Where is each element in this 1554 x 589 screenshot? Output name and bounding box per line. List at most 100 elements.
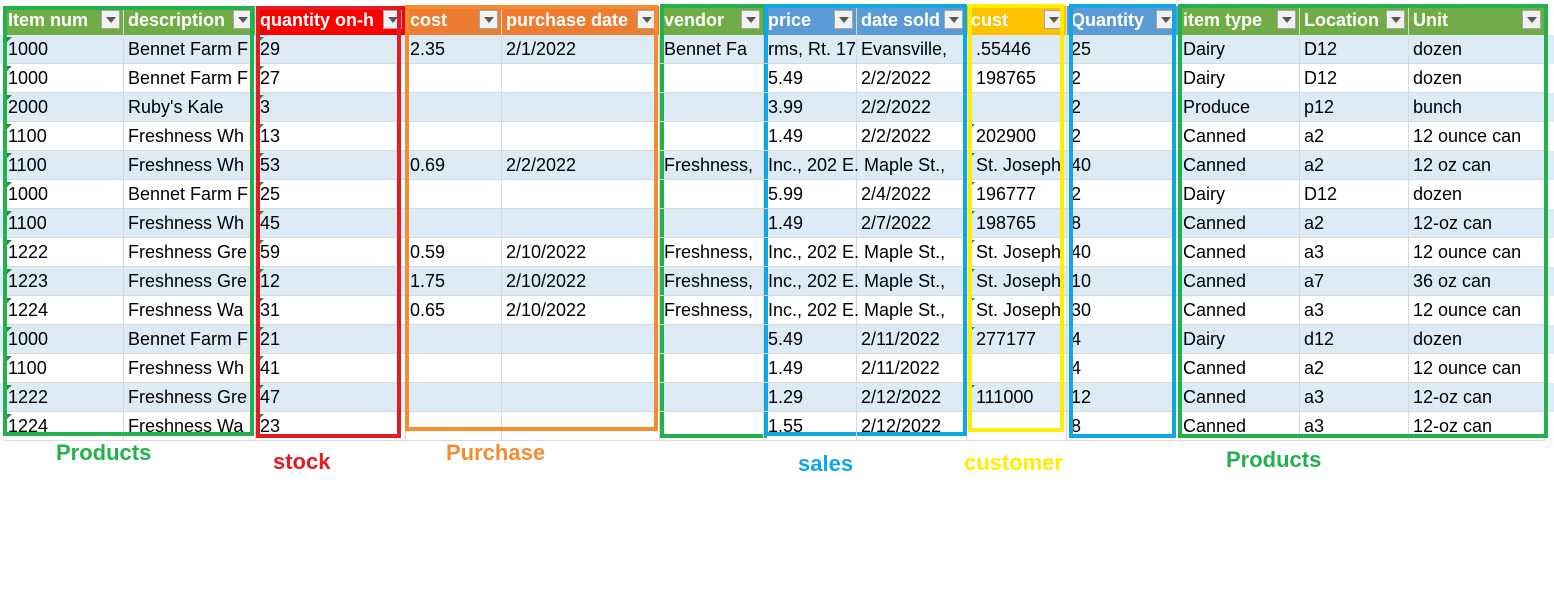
cell-price[interactable]: 5.99 — [764, 180, 857, 209]
cell-pdate[interactable]: 2/10/2022 — [502, 296, 660, 325]
cell-item[interactable]: 1000 — [4, 325, 124, 354]
cell-cust[interactable]: St. Joseph — [967, 151, 1067, 180]
cell-cost[interactable] — [406, 412, 502, 441]
filter-dropdown-icon[interactable] — [479, 10, 498, 29]
cell-qoh[interactable]: 59 — [256, 238, 406, 267]
header-item-type[interactable]: item type — [1179, 6, 1300, 35]
cell-pdate[interactable] — [502, 412, 660, 441]
cell-item[interactable]: 1000 — [4, 64, 124, 93]
header-description[interactable]: description — [124, 6, 256, 35]
cell-type[interactable]: Canned — [1179, 296, 1300, 325]
cell-qty[interactable]: 8 — [1067, 412, 1179, 441]
cell-cust[interactable]: .55446 — [967, 35, 1067, 64]
cell-price[interactable]: 5.49 — [764, 64, 857, 93]
cell-type[interactable]: Canned — [1179, 122, 1300, 151]
cell-cost[interactable] — [406, 180, 502, 209]
cell-unit[interactable]: 12 ounce can — [1409, 122, 1545, 151]
cell-cost[interactable]: 2.35 — [406, 35, 502, 64]
cell-desc[interactable]: Bennet Farm F — [124, 325, 256, 354]
cell-type[interactable]: Dairy — [1179, 180, 1300, 209]
cell-cust[interactable] — [967, 412, 1067, 441]
cell-qoh[interactable]: 41 — [256, 354, 406, 383]
cell-vendor[interactable] — [660, 383, 764, 412]
cell-loc[interactable]: D12 — [1300, 64, 1409, 93]
cell-qty[interactable]: 4 — [1067, 325, 1179, 354]
cell-pdate[interactable]: 2/2/2022 — [502, 151, 660, 180]
cell-qoh[interactable]: 13 — [256, 122, 406, 151]
cell-loc[interactable]: D12 — [1300, 180, 1409, 209]
cell-type[interactable]: Canned — [1179, 151, 1300, 180]
cell-type[interactable]: Dairy — [1179, 35, 1300, 64]
header-price[interactable]: price — [764, 6, 857, 35]
cell-unit[interactable]: 12 ounce can — [1409, 296, 1545, 325]
cell-desc[interactable]: Freshness Wh — [124, 151, 256, 180]
filter-dropdown-icon[interactable] — [637, 10, 656, 29]
cell-desc[interactable]: Freshness Wh — [124, 122, 256, 151]
cell-item[interactable]: 1100 — [4, 151, 124, 180]
cell-loc[interactable]: a2 — [1300, 354, 1409, 383]
cell-qty[interactable]: 2 — [1067, 122, 1179, 151]
cell-loc[interactable]: p12 — [1300, 93, 1409, 122]
cell-loc[interactable]: D12 — [1300, 35, 1409, 64]
cell-type[interactable]: Dairy — [1179, 325, 1300, 354]
cell-qoh[interactable]: 23 — [256, 412, 406, 441]
cell-vendor[interactable] — [660, 122, 764, 151]
cell-vendor[interactable]: Freshness, — [660, 238, 764, 267]
cell-vendor[interactable] — [660, 180, 764, 209]
cell-qoh[interactable]: 45 — [256, 209, 406, 238]
header-cost[interactable]: cost — [406, 6, 502, 35]
cell-vendor[interactable] — [660, 412, 764, 441]
cell-qty[interactable]: 2 — [1067, 93, 1179, 122]
cell-type[interactable]: Canned — [1179, 383, 1300, 412]
cell-price[interactable]: 1.55 — [764, 412, 857, 441]
cell-unit[interactable]: dozen — [1409, 325, 1545, 354]
cell-desc[interactable]: Freshness Wa — [124, 296, 256, 325]
cell-pdate[interactable] — [502, 325, 660, 354]
cell-pdate[interactable] — [502, 122, 660, 151]
cell-cost[interactable] — [406, 209, 502, 238]
cell-cust[interactable] — [967, 93, 1067, 122]
cell-loc[interactable]: d12 — [1300, 325, 1409, 354]
cell-price[interactable]: 1.49 — [764, 354, 857, 383]
cell-item[interactable]: 2000 — [4, 93, 124, 122]
cell-desc[interactable]: Bennet Farm F — [124, 35, 256, 64]
cell-vendor[interactable]: Freshness, — [660, 296, 764, 325]
cell-pdate[interactable]: 2/1/2022 — [502, 35, 660, 64]
filter-dropdown-icon[interactable] — [944, 10, 963, 29]
cell-cust[interactable]: 111000 — [967, 383, 1067, 412]
cell-type[interactable]: Canned — [1179, 354, 1300, 383]
cell-pdate[interactable]: 2/10/2022 — [502, 267, 660, 296]
cell-type[interactable]: Canned — [1179, 267, 1300, 296]
cell-unit[interactable]: dozen — [1409, 180, 1545, 209]
cell-type[interactable]: Dairy — [1179, 64, 1300, 93]
cell-datesold[interactable]: 2/2/2022 — [857, 122, 967, 151]
filter-dropdown-icon[interactable] — [1386, 10, 1405, 29]
cell-datesold[interactable]: 2/2/2022 — [857, 64, 967, 93]
cell-unit[interactable]: 12 ounce can — [1409, 354, 1545, 383]
cell-price[interactable]: 1.29 — [764, 383, 857, 412]
cell-type[interactable]: Produce — [1179, 93, 1300, 122]
cell-cust[interactable]: St. Joseph — [967, 238, 1067, 267]
cell-loc[interactable]: a2 — [1300, 151, 1409, 180]
cell-cust[interactable]: 277177 — [967, 325, 1067, 354]
filter-dropdown-icon[interactable] — [1277, 10, 1296, 29]
cell-pdate[interactable] — [502, 209, 660, 238]
cell-loc[interactable]: a2 — [1300, 209, 1409, 238]
cell-cust[interactable]: 198765 — [967, 209, 1067, 238]
cell-vendor[interactable] — [660, 93, 764, 122]
cell-unit[interactable]: 12-oz can — [1409, 412, 1545, 441]
cell-datesold[interactable]: Evansville, — [857, 35, 967, 64]
cell-loc[interactable]: a7 — [1300, 267, 1409, 296]
cell-type[interactable]: Canned — [1179, 412, 1300, 441]
cell-qty[interactable]: 12 — [1067, 383, 1179, 412]
header-item-num[interactable]: Item num — [4, 6, 124, 35]
cell-item[interactable]: 1100 — [4, 209, 124, 238]
cell-qty[interactable]: 40 — [1067, 151, 1179, 180]
cell-desc[interactable]: Freshness Wh — [124, 209, 256, 238]
cell-cost[interactable] — [406, 64, 502, 93]
cell-vendor[interactable]: Freshness, — [660, 267, 764, 296]
cell-pdate[interactable] — [502, 180, 660, 209]
cell-price[interactable]: Inc., 202 E. Maple St., — [764, 151, 945, 180]
cell-vendor[interactable] — [660, 209, 764, 238]
cell-vendor[interactable] — [660, 325, 764, 354]
